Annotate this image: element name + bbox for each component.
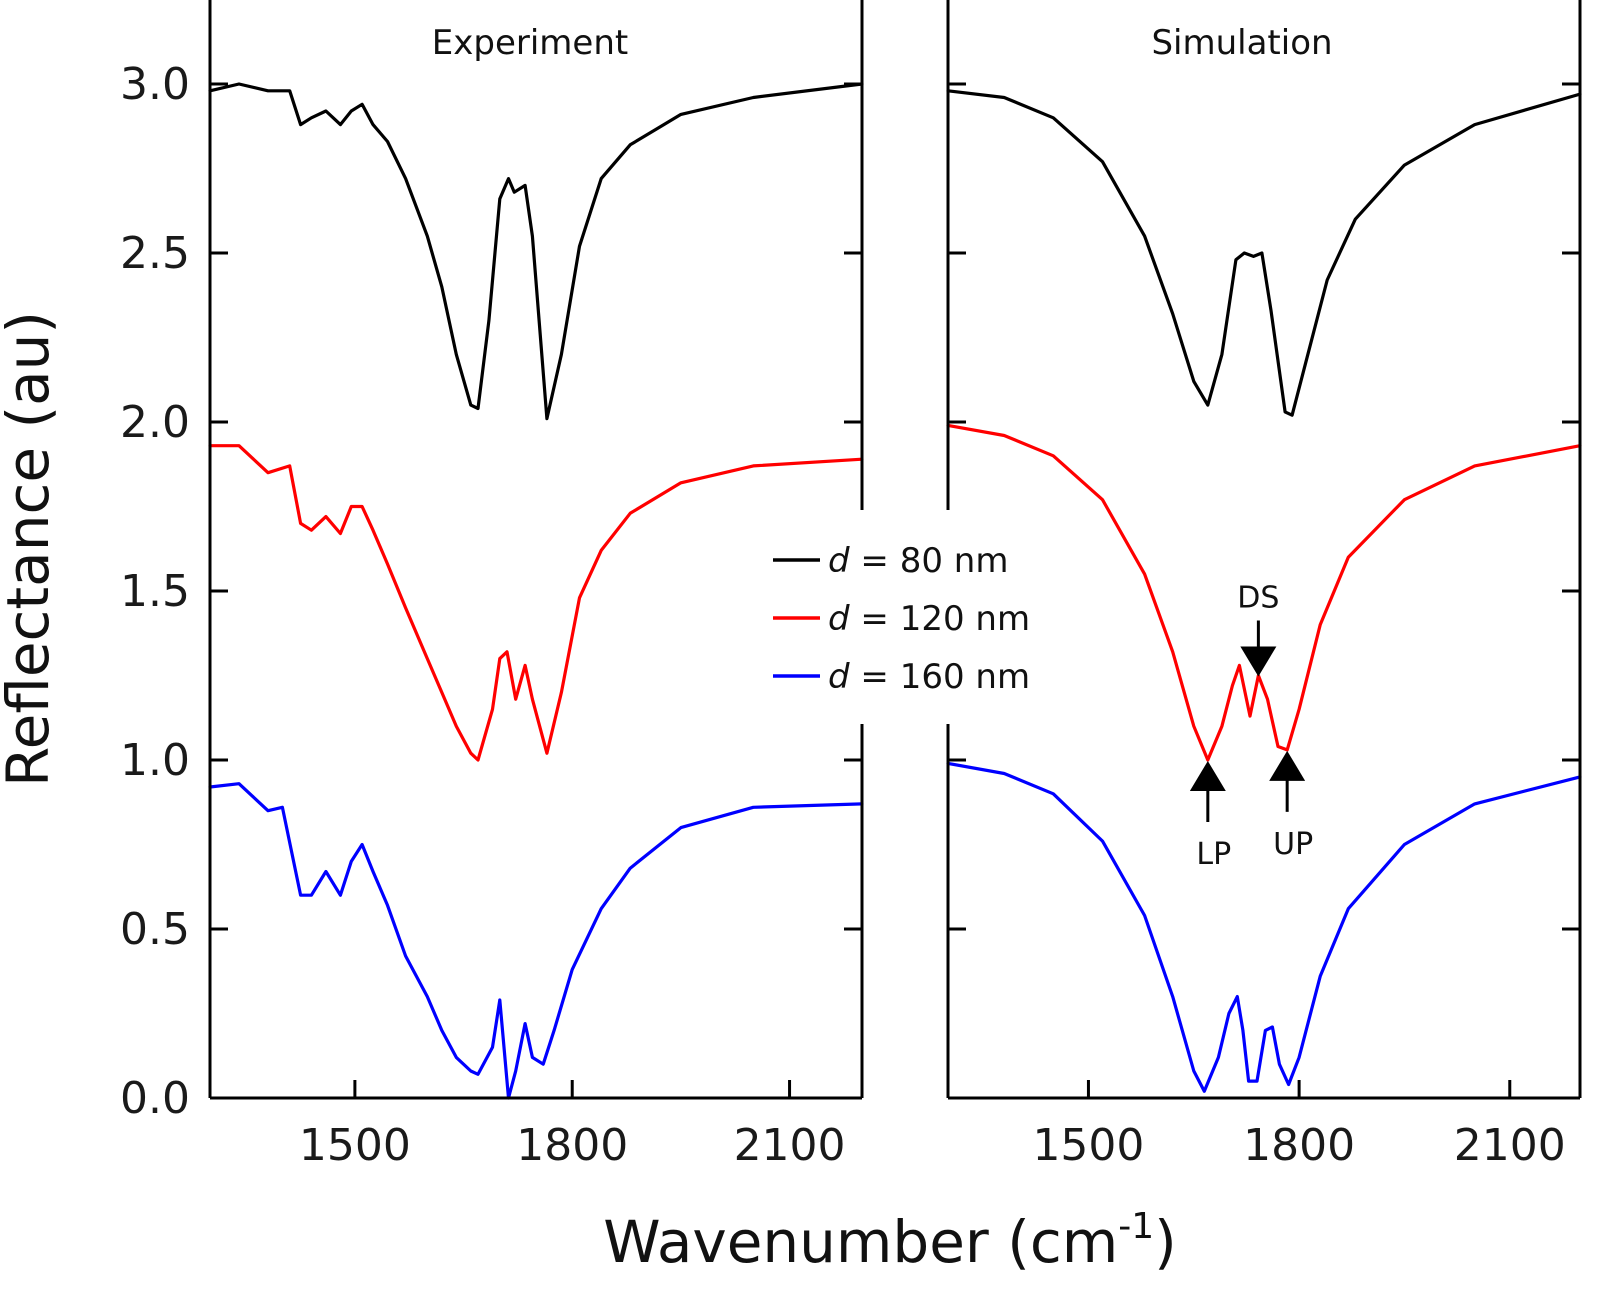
- ytick-label: 0.0: [120, 1073, 190, 1124]
- ytick-label: 1.5: [120, 566, 190, 617]
- series-line-experiment-1: [208, 444, 864, 762]
- ytick-label: 2.5: [120, 228, 190, 279]
- xtick-label: 2100: [1454, 1120, 1566, 1171]
- xtick-label: 1800: [1243, 1120, 1355, 1171]
- series-line-simulation-2: [946, 761, 1582, 1093]
- panel-title-simulation: Simulation: [1151, 23, 1332, 63]
- xtick-label: 1800: [516, 1120, 628, 1171]
- xtick-label: 1500: [299, 1120, 411, 1171]
- series-line-experiment-0: [208, 82, 864, 421]
- annotation-label-lp: LP: [1196, 837, 1231, 872]
- annotation-label-ds: DS: [1237, 581, 1279, 616]
- series-line-experiment-2: [208, 782, 864, 1100]
- xtick-label: 2100: [734, 1120, 846, 1171]
- y-axis-title: Reflectance (au): [0, 311, 62, 787]
- x-axis-title: Wavenumber (cm-1): [603, 1206, 1177, 1276]
- annotation-label-up: UP: [1273, 827, 1313, 862]
- ytick-label: 2.0: [120, 397, 190, 448]
- legend-entry-0: d = 80 nm: [828, 541, 1008, 581]
- panel-title-experiment: Experiment: [432, 23, 628, 63]
- xtick-label: 1500: [1032, 1120, 1144, 1171]
- ytick-label: 1.0: [120, 735, 190, 786]
- series-line-simulation-0: [946, 89, 1582, 417]
- ytick-label: 3.0: [120, 59, 190, 110]
- legend-entry-2: d = 160 nm: [828, 657, 1030, 697]
- ytick-label: 0.5: [120, 904, 190, 955]
- legend-entry-1: d = 120 nm: [828, 599, 1030, 639]
- series-line-simulation-1: [946, 423, 1582, 762]
